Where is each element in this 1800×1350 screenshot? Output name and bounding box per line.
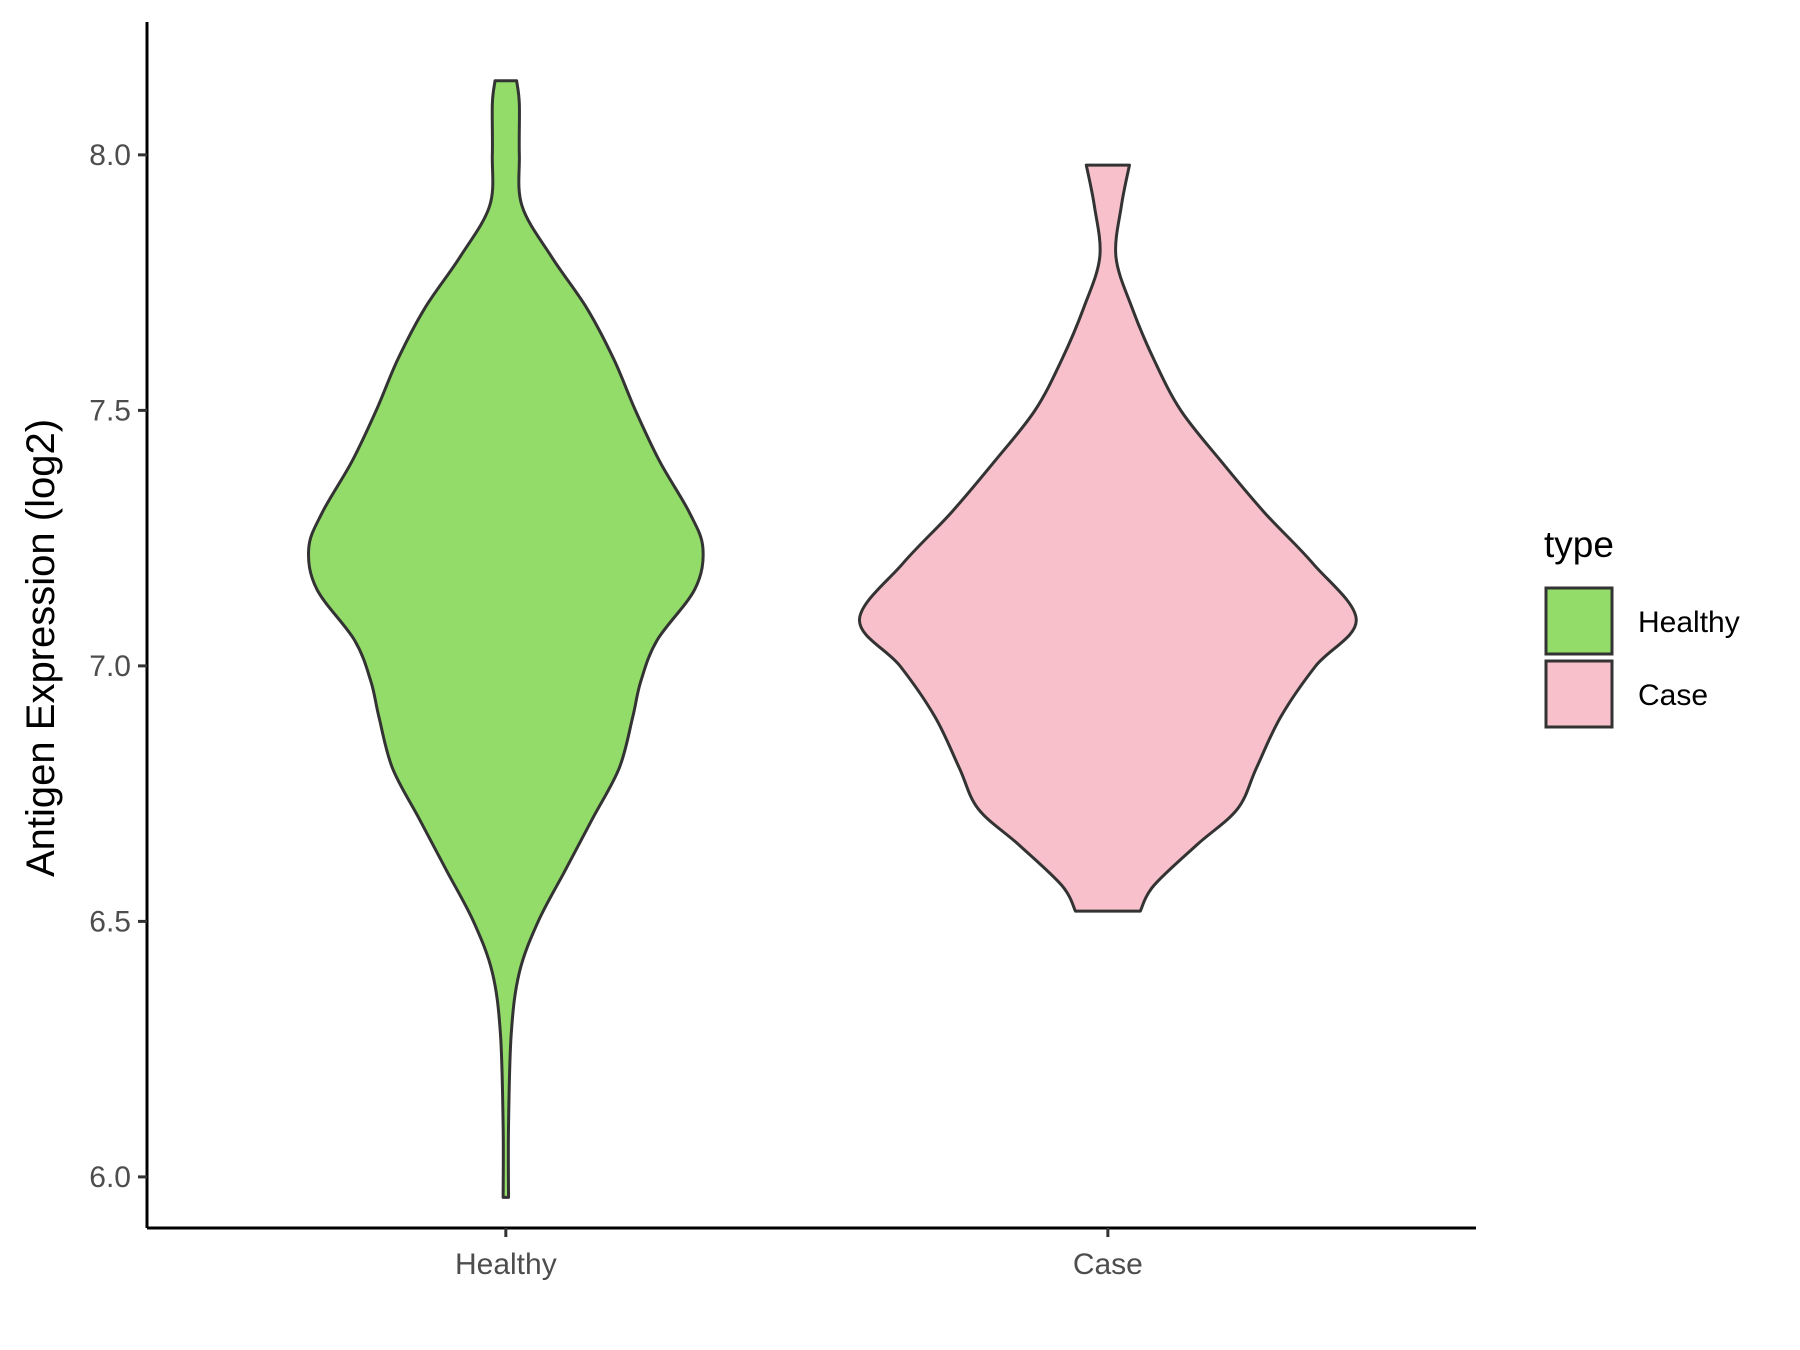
legend-label-case: Case xyxy=(1638,679,1708,712)
x-ticks: Healthy Case xyxy=(455,1228,1143,1281)
legend: type Healthy Case xyxy=(1544,524,1740,729)
y-tick-label: 6.0 xyxy=(89,1161,131,1194)
legend-swatch-case xyxy=(1544,659,1614,729)
y-tick-label: 6.5 xyxy=(89,905,131,938)
y-tick-label: 7.5 xyxy=(89,394,131,427)
y-ticks: 6.0 6.5 7.0 7.5 8.0 xyxy=(89,139,147,1194)
violin-case xyxy=(857,163,1358,913)
y-axis-title: Antigen Expression (log2) xyxy=(19,419,63,877)
y-tick-label: 7.0 xyxy=(89,650,131,683)
violin-healthy xyxy=(307,79,705,1199)
violin-layer xyxy=(307,79,1358,1199)
legend-swatch-healthy xyxy=(1544,586,1614,656)
legend-items: Healthy Case xyxy=(1544,586,1740,729)
x-tick-label: Case xyxy=(1073,1248,1143,1281)
legend-label-healthy: Healthy xyxy=(1638,606,1740,639)
legend-title: type xyxy=(1544,524,1614,565)
x-tick-label: Healthy xyxy=(455,1248,557,1281)
y-tick-label: 8.0 xyxy=(89,139,131,172)
